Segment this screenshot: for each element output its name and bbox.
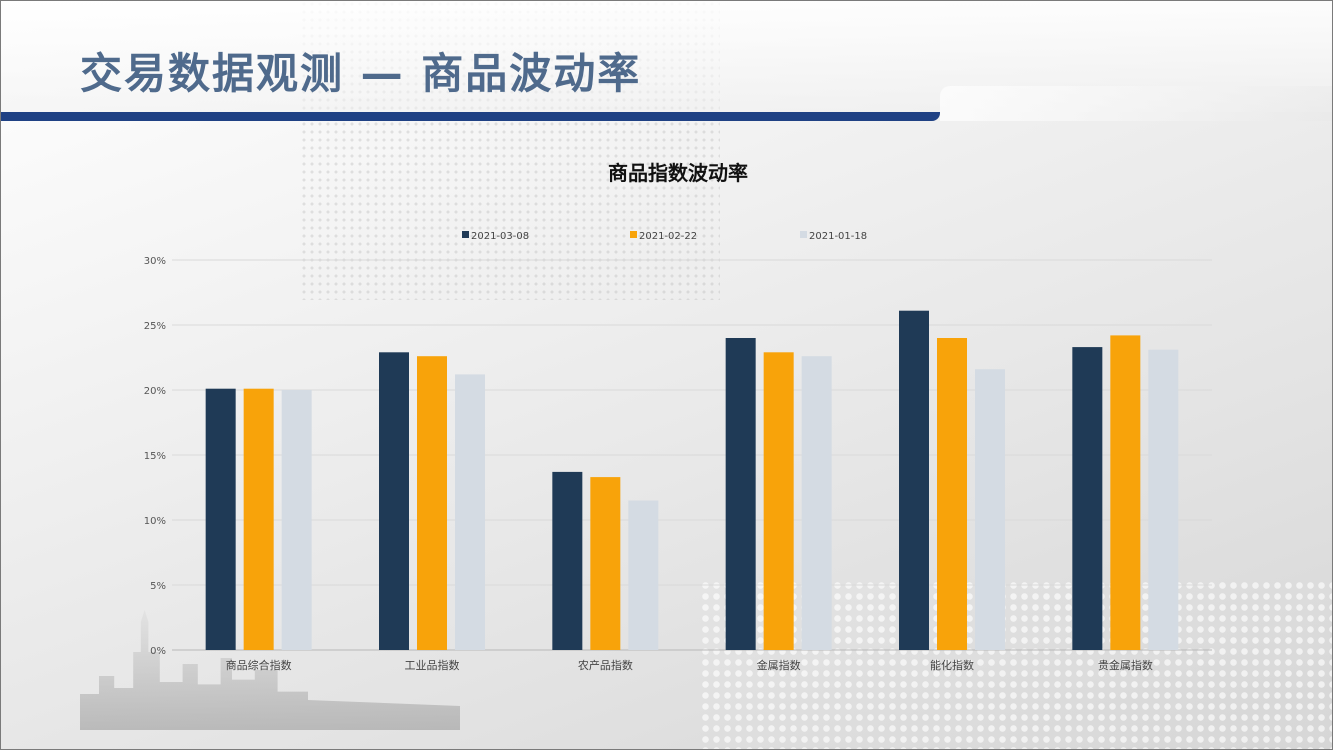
bar bbox=[417, 356, 447, 650]
page-title: 交易数据观测 — 商品波动率 bbox=[80, 49, 642, 98]
bar bbox=[937, 338, 967, 650]
chart-bars bbox=[205, 310, 1179, 650]
bar bbox=[975, 369, 1005, 650]
x-axis: 商品综合指数 工业品指数 农产品指数 金属指数 能化指数 贵金属指数 bbox=[226, 658, 1153, 672]
bar bbox=[281, 390, 312, 650]
legend-swatch bbox=[462, 231, 469, 238]
bar bbox=[455, 374, 485, 650]
x-tick-label: 能化指数 bbox=[930, 658, 974, 672]
legend-swatch bbox=[800, 231, 807, 238]
bar bbox=[205, 388, 236, 650]
bar bbox=[379, 352, 409, 650]
title-bar-accent bbox=[940, 86, 1333, 121]
bar bbox=[552, 471, 583, 650]
bar bbox=[1148, 349, 1179, 650]
y-tick-label: 10% bbox=[144, 516, 166, 527]
bar bbox=[763, 352, 794, 650]
bar bbox=[628, 500, 659, 650]
bar bbox=[801, 356, 832, 650]
bar bbox=[899, 310, 929, 650]
x-tick-label: 工业品指数 bbox=[405, 658, 460, 672]
x-tick-label: 金属指数 bbox=[757, 658, 801, 672]
y-tick-label: 0% bbox=[150, 646, 166, 657]
y-tick-label: 5% bbox=[150, 581, 166, 592]
legend-label: 2021-02-22 bbox=[639, 231, 697, 242]
chart-title: 商品指数波动率 bbox=[608, 161, 748, 185]
y-axis: 0% 5% 10% 15% 20% 25% 30% bbox=[144, 256, 166, 657]
legend-swatch bbox=[630, 231, 637, 238]
chart-gridlines bbox=[172, 259, 1212, 651]
y-tick-label: 25% bbox=[144, 321, 166, 332]
x-tick-label: 贵金属指数 bbox=[1098, 658, 1153, 672]
legend-label: 2021-03-08 bbox=[471, 231, 529, 242]
bar bbox=[243, 388, 274, 650]
title-underline-bar bbox=[0, 112, 940, 121]
x-tick-label: 商品综合指数 bbox=[226, 658, 292, 672]
y-tick-label: 20% bbox=[144, 386, 166, 397]
y-tick-label: 15% bbox=[144, 451, 166, 462]
bar bbox=[1072, 347, 1103, 650]
chart-legend: 2021-03-08 2021-02-22 2021-01-18 bbox=[462, 231, 867, 242]
legend-label: 2021-01-18 bbox=[809, 231, 867, 242]
bar bbox=[725, 338, 756, 650]
bar bbox=[1110, 335, 1141, 650]
y-tick-label: 30% bbox=[144, 256, 166, 267]
x-tick-label: 农产品指数 bbox=[578, 658, 633, 672]
bar bbox=[590, 477, 621, 650]
